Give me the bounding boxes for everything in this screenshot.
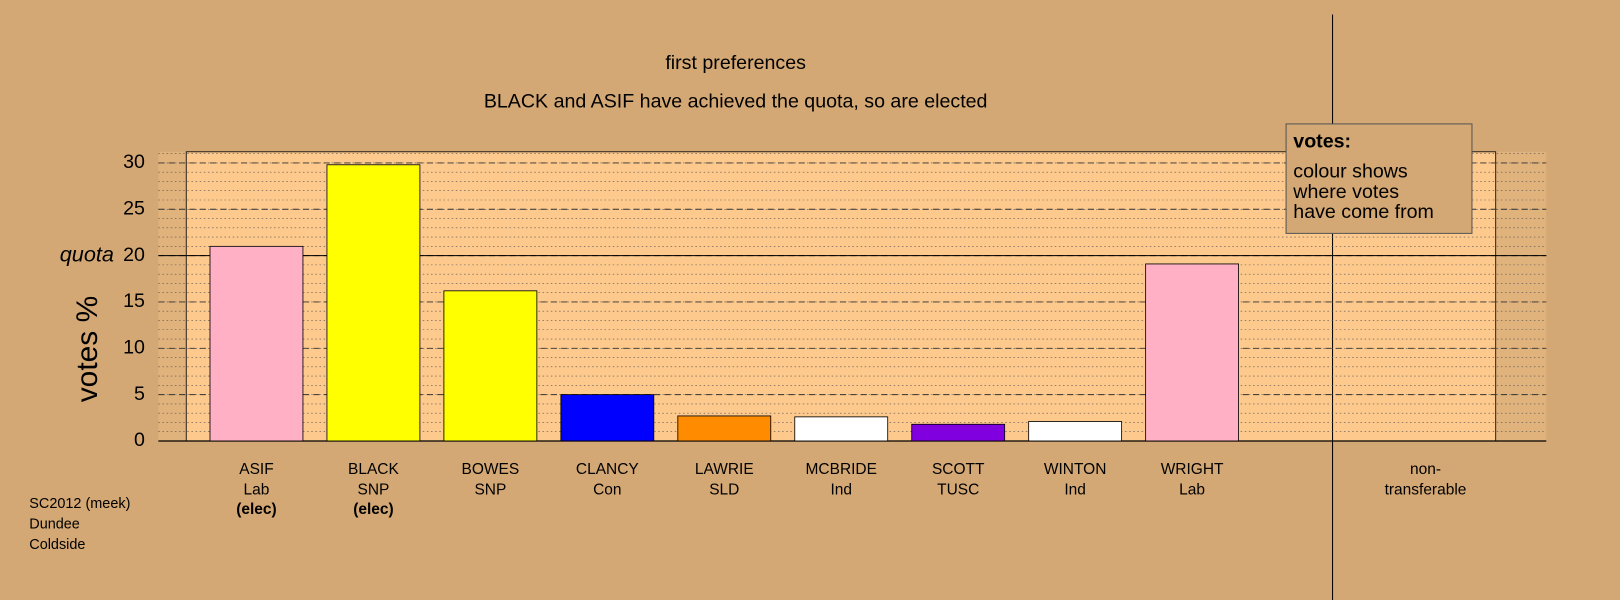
chart-subtitle: BLACK and ASIF have achieved the quota, …	[484, 90, 988, 112]
category-label: WRIGHT	[1161, 461, 1224, 478]
bar	[209, 245, 304, 442]
party-label: Lab	[244, 482, 270, 499]
legend-text: where votes	[1292, 181, 1399, 203]
chart-title: first preferences	[665, 52, 806, 74]
quota-label: quota	[60, 241, 114, 266]
elected-note: (elec)	[353, 501, 393, 518]
category-label: CLANCY	[576, 461, 639, 478]
category-label: MCBRIDE	[806, 461, 877, 478]
category-label: SCOTT	[932, 461, 985, 478]
bar	[326, 164, 421, 442]
party-label: Ind	[1064, 482, 1086, 499]
party-label: SLD	[709, 482, 739, 499]
legend-text: colour shows	[1293, 161, 1408, 183]
elected-note: (elec)	[236, 501, 276, 518]
category-label: transferable	[1385, 482, 1467, 499]
legend-title: votes:	[1293, 131, 1351, 153]
footnote: SC2012 (meek)	[29, 496, 130, 512]
bar	[443, 290, 538, 442]
party-label: Con	[593, 482, 621, 499]
category-label: WINTON	[1044, 461, 1107, 478]
category-label: ASIF	[239, 461, 273, 478]
y-tick-label: 15	[123, 290, 145, 312]
category-label: LAWRIE	[695, 461, 754, 478]
y-tick-label: 0	[134, 429, 145, 451]
bar	[1028, 421, 1123, 442]
bar	[677, 415, 772, 442]
party-label: SNP	[358, 482, 390, 499]
bar	[560, 394, 655, 442]
footnote: Coldside	[29, 537, 85, 553]
party-label: TUSC	[937, 482, 979, 499]
party-label: Ind	[830, 482, 852, 499]
bar	[911, 423, 1006, 442]
party-label: Lab	[1179, 482, 1205, 499]
bar	[1145, 263, 1239, 442]
legend-box	[1285, 123, 1473, 234]
y-tick-label: 5	[134, 383, 145, 405]
y-tick-label: 25	[123, 197, 145, 219]
y-tick-label: 20	[123, 244, 145, 266]
y-tick-label: 30	[123, 151, 145, 173]
y-tick-label: 10	[123, 336, 145, 358]
legend-text: have come from	[1293, 201, 1434, 223]
y-axis-label: votes %	[71, 296, 104, 403]
category-label: non-	[1410, 461, 1441, 478]
bar	[794, 416, 889, 442]
footnote: Dundee	[29, 516, 80, 532]
category-label: BLACK	[348, 461, 399, 478]
party-label: SNP	[474, 482, 506, 499]
category-label: BOWES	[462, 461, 520, 478]
